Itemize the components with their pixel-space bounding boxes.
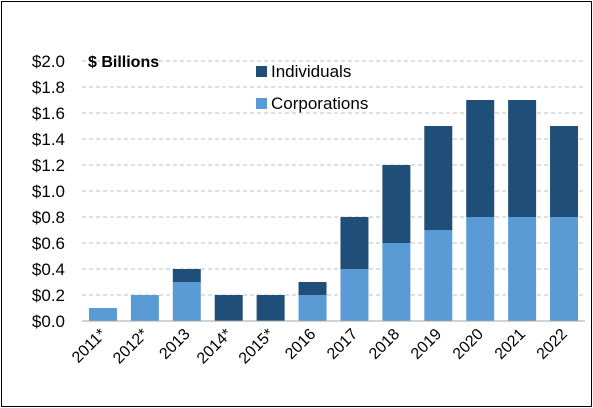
bar-corporations-2016 [298,295,327,321]
bar-corporations-2019 [424,230,453,321]
legend-swatch-corporations [256,98,267,109]
legend-swatch-individuals [256,66,267,77]
y-tick-label: $1.2 [32,156,65,175]
x-tick-label: 2017 [324,326,361,363]
bar-individuals-2016 [298,282,327,295]
x-tick-label: 2012* [110,326,152,368]
y-tick-label: $1.8 [32,78,65,97]
bar-individuals-2020 [466,100,495,217]
bar-individuals-2014 [214,295,243,321]
bar-corporations-2020 [466,217,495,321]
bar-corporations-2022 [550,217,579,321]
bar-individuals-2013 [172,269,201,282]
bar-corporations-2018 [382,243,411,321]
x-tick-label: 2013 [156,326,193,363]
bar-corporations-2013 [172,282,201,321]
bar-corporations-2017 [340,269,369,321]
bar-corporations-2021 [508,217,537,321]
y-tick-label: $0.6 [32,234,65,253]
y-tick-label: $1.0 [32,182,65,201]
x-tick-label: 2015* [236,326,278,368]
bar-corporations-2012 [130,295,159,321]
x-tick-label: 2019 [408,326,445,363]
x-tick-label: 2018 [366,326,403,363]
bar-individuals-2019 [424,126,453,230]
legend-label-corporations: Corporations [271,94,368,113]
bar-individuals-2021 [508,100,537,217]
y-tick-label: $0.2 [32,286,65,305]
y-tick-label: $2.0 [32,52,65,71]
y-tick-label: $0.4 [32,260,65,279]
x-tick-label: 2021 [492,326,529,363]
x-tick-label: 2020 [450,326,487,363]
y-tick-label: $0.0 [32,312,65,331]
x-tick-label: 2022 [534,326,571,363]
bar-individuals-2015 [256,295,285,321]
bar-individuals-2022 [550,126,579,217]
bars [88,100,579,321]
x-tick-labels: 2011* 2012* 2013 2014* 2015* 2016 2017 2018 2019… [69,326,571,368]
unit-label: $ Billions [88,54,159,71]
bar-individuals-2018 [382,165,411,243]
legend-label-individuals: Individuals [271,62,351,81]
bar-individuals-2017 [340,217,369,269]
y-tick-label: $0.8 [32,208,65,227]
x-tick-label: 2011* [69,326,110,367]
y-tick-label: $1.6 [32,104,65,123]
bar-corporations-2011 [88,308,117,321]
x-tick-label: 2016 [282,326,319,363]
x-tick-label: 2014* [194,326,236,368]
y-tick-label: $1.4 [32,130,65,149]
legend: Individuals Corporations [256,62,368,113]
y-tick-labels: $0.0 $0.2 $0.4 $0.6 $0.8 $1.0 $1.2 $1.4 $1.6 $1.8… [32,52,65,331]
